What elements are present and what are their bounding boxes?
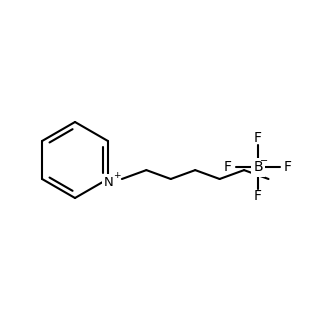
Text: F: F xyxy=(224,160,232,174)
Text: F: F xyxy=(254,131,262,145)
Text: N: N xyxy=(104,176,114,188)
Text: F: F xyxy=(254,189,262,203)
Text: F: F xyxy=(284,160,292,174)
Text: B: B xyxy=(253,160,263,174)
Text: −: − xyxy=(260,156,268,166)
Text: +: + xyxy=(113,172,121,181)
